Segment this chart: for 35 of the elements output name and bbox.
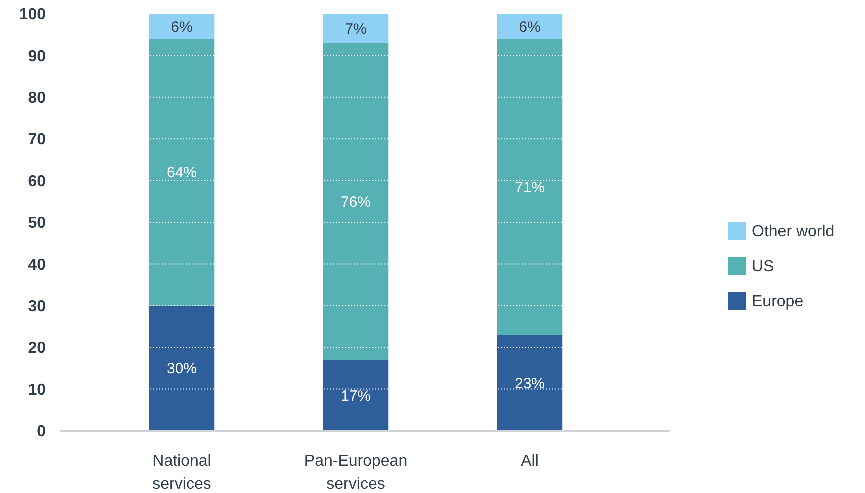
data-label: 64%	[166, 164, 198, 182]
x-tick-label: All	[521, 453, 539, 470]
bar	[149, 14, 215, 40]
bar	[323, 360, 389, 431]
y-tick-label: 30	[28, 298, 46, 316]
data-label: 6%	[519, 18, 541, 36]
y-tick-label: 70	[28, 132, 46, 149]
x-tick-label: National services	[152, 453, 212, 493]
data-label: 30%	[166, 360, 198, 378]
bar	[323, 43, 389, 360]
y-tick-label: 0	[37, 424, 46, 441]
data-label: 7%	[345, 20, 367, 38]
bar	[149, 39, 215, 306]
y-tick-label: 60	[28, 173, 46, 190]
data-label: 76%	[340, 194, 372, 211]
data-label: 6%	[171, 18, 193, 36]
bar	[497, 335, 563, 431]
bar	[497, 14, 563, 40]
data-label: 71%	[514, 179, 546, 196]
x-tick-label: Pan-European services	[304, 453, 408, 493]
y-tick-label: 50	[28, 215, 46, 232]
bar	[323, 14, 389, 44]
y-tick-label: 90	[28, 48, 46, 66]
legend-label: US	[752, 258, 774, 276]
y-tick-label: 100	[19, 6, 46, 24]
data-label: 17%	[340, 388, 372, 405]
y-tick-label: 10	[28, 382, 46, 399]
bar	[149, 306, 215, 431]
legend-label: Other world	[752, 224, 835, 241]
legend-label: Europe	[752, 294, 804, 311]
y-tick-label: 40	[28, 256, 46, 274]
y-tick-label: 80	[28, 90, 46, 107]
y-tick-label: 20	[28, 340, 46, 358]
bar	[497, 39, 563, 336]
data-label: 23%	[514, 375, 546, 392]
